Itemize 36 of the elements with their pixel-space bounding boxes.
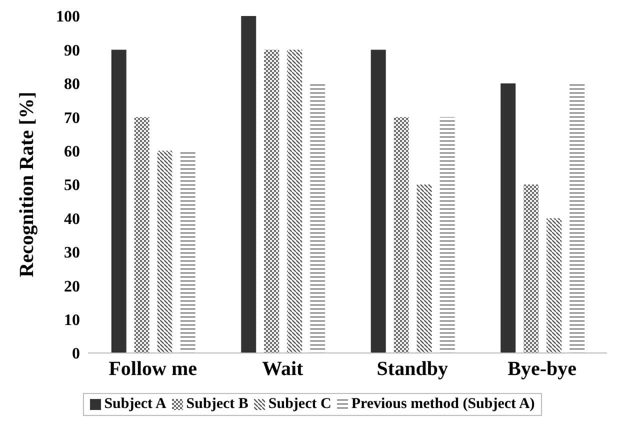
y-tick-label: 90	[64, 42, 80, 60]
x-tick-label: Follow me	[108, 358, 198, 380]
y-tick-label: 70	[64, 110, 80, 127]
y-tick-label: 50	[64, 177, 80, 194]
y-tick-label: 60	[64, 143, 80, 160]
bar	[370, 50, 386, 353]
x-tick-label: Wait	[262, 358, 304, 380]
bar	[524, 184, 539, 353]
bar	[264, 50, 280, 353]
bar	[310, 83, 326, 353]
y-tick-label: 40	[64, 210, 80, 228]
bar	[500, 83, 516, 353]
bar	[440, 117, 455, 353]
bar	[241, 16, 256, 353]
y-tick-label: 10	[64, 312, 80, 329]
bar	[287, 50, 302, 353]
bar	[570, 83, 585, 353]
y-tick-label: 0	[72, 346, 80, 363]
legend-label: Subject B	[185, 396, 248, 413]
bar	[111, 50, 126, 353]
bar	[134, 117, 150, 353]
y-tick-label: 30	[64, 244, 80, 262]
legend-label: Subject A	[103, 396, 166, 413]
bar	[394, 117, 409, 353]
legend-label: Previous method (Subject A)	[350, 396, 535, 413]
y-axis-title: Recognition Rate [%]	[16, 92, 38, 278]
bar	[416, 184, 432, 353]
legend-label: Subject C	[267, 396, 332, 413]
y-tick-label: 20	[64, 278, 80, 296]
bar	[157, 150, 172, 353]
y-tick-label: 80	[64, 76, 80, 94]
bar	[546, 218, 562, 353]
y-tick-label: 100	[56, 8, 80, 26]
x-tick-label: Standby	[376, 358, 448, 380]
x-tick-label: Bye-bye	[508, 358, 577, 380]
bar	[180, 150, 196, 353]
